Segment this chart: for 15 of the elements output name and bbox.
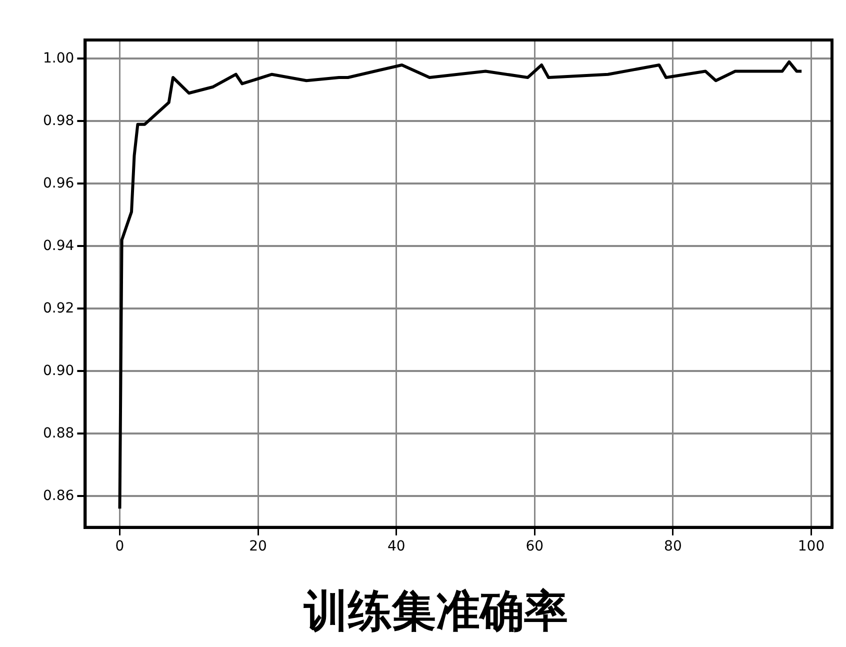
y-tick-label: 0.96 [43, 175, 74, 192]
y-tick-label: 0.98 [43, 112, 74, 129]
x-tick-label: 40 [387, 538, 406, 554]
y-tick-label: 0.90 [43, 362, 74, 379]
x-tick-label: 20 [249, 538, 267, 554]
y-tick-label: 0.86 [43, 488, 74, 504]
x-tick-label: 60 [526, 538, 544, 554]
y-tick-label: 0.88 [43, 425, 74, 442]
y-tick-label: 0.92 [43, 300, 74, 316]
x-tick-label: 100 [798, 538, 825, 554]
x-tick-label: 80 [664, 538, 682, 554]
text: 训练集准确率 [303, 586, 568, 638]
y-tick-label: 0.94 [43, 238, 74, 254]
y-tick-label: 1.00 [43, 50, 74, 66]
x-tick-label: 0 [115, 538, 124, 554]
